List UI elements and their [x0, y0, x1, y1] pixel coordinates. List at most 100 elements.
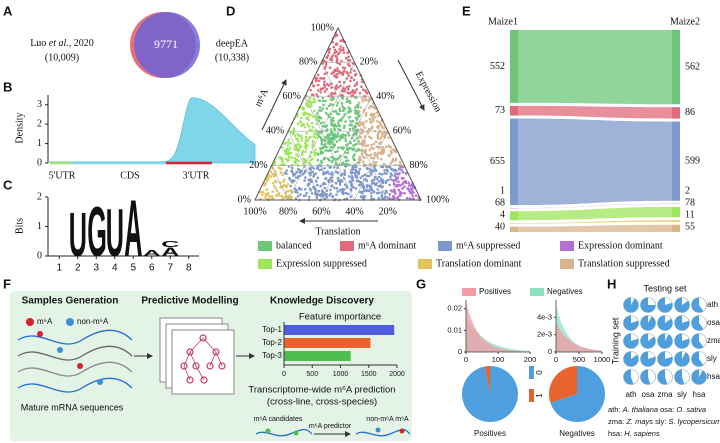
ternary-dot: [343, 171, 347, 175]
ternary-dot: [397, 188, 401, 192]
ternary-dot: [389, 178, 393, 181]
ternary-dot: [393, 168, 396, 172]
ternary-dot: [346, 91, 349, 94]
species-key: ath: A. thaliana osa: O. sativa: [608, 405, 706, 414]
y-axis-label: Bits: [14, 218, 25, 234]
legend-label: Positives: [479, 287, 511, 296]
ternary-dot: [398, 184, 402, 187]
ternary-dot: [375, 140, 378, 143]
column-label: zma: [657, 390, 673, 399]
ternary-dot: [353, 69, 356, 73]
right-tick-label: 20%: [360, 57, 378, 68]
species-code: zma:: [608, 417, 626, 426]
ternary-dot: [340, 59, 343, 63]
ternary-dot: [270, 195, 274, 198]
ternary-dot: [322, 145, 326, 149]
pie-score: [623, 315, 639, 331]
ternary-dot: [335, 104, 339, 107]
ternary-dot: [296, 154, 300, 158]
panel-label: G: [416, 276, 426, 291]
ternary-dot: [362, 186, 365, 190]
ternary-dot: [294, 148, 297, 151]
x-tick-label: 0: [464, 355, 468, 364]
ternary-dot: [389, 162, 393, 165]
ternary-dot: [389, 151, 393, 155]
ternary-dot: [320, 189, 324, 192]
legend-label: balanced: [276, 240, 312, 251]
ternary-dot: [402, 177, 405, 180]
ternary-dot: [345, 97, 349, 100]
ternary-dot: [338, 109, 342, 112]
candidate-dot: [293, 430, 299, 436]
ternary-dot: [316, 176, 320, 180]
prediction-subtitle: (cross-line, cross-species): [267, 397, 377, 408]
ternary-dot: [303, 160, 307, 164]
ternary-dot: [328, 142, 332, 146]
ternary-dot: [359, 106, 363, 109]
x-tick-label: 1500: [361, 371, 377, 378]
ternary-dot: [380, 193, 384, 197]
ternary-dot: [263, 182, 267, 185]
name-part: et al.: [49, 38, 69, 49]
ternary-dot: [355, 174, 359, 178]
ternary-dot: [279, 186, 283, 189]
ternary-dot: [339, 45, 343, 48]
ternary-dot: [372, 156, 375, 160]
ternary-dot: [373, 161, 376, 164]
ternary-dot: [322, 171, 326, 174]
ternary-dot: [350, 183, 353, 187]
pie-score: [674, 333, 690, 349]
ternary-dot: [354, 111, 357, 115]
ternary-dot: [366, 183, 369, 187]
flow: [518, 220, 672, 224]
y-tick-label: 3: [37, 99, 42, 110]
ternary-dot: [345, 156, 348, 159]
bar: [284, 351, 351, 361]
ternary-dot: [331, 103, 334, 107]
ternary-dot: [373, 153, 376, 157]
ternary-dot: [374, 183, 378, 186]
ternary-dot: [356, 103, 359, 107]
ternary-dot: [328, 133, 331, 137]
ternary-dot: [381, 179, 385, 182]
legend-swatch: [340, 241, 354, 251]
ternary-dot: [319, 184, 322, 188]
ternary-dot: [281, 146, 284, 149]
ternary-dot: [327, 51, 331, 54]
ternary-dot: [304, 169, 307, 173]
ternary-dot: [351, 119, 355, 123]
ternary-dot: [392, 194, 395, 198]
ternary-dot: [397, 180, 400, 184]
ternary-dot: [274, 179, 277, 183]
ternary-dot: [331, 146, 335, 150]
class-label: 0: [535, 370, 544, 375]
ternary-dot: [274, 194, 278, 198]
ternary-dot: [366, 131, 370, 135]
ternary-dot: [329, 140, 332, 143]
legend-label: Negatives: [547, 287, 583, 296]
ternary-dot: [354, 149, 358, 153]
pie-score: [623, 297, 639, 313]
ternary-dot: [338, 80, 341, 84]
logo-letter: A: [124, 183, 142, 273]
ternary-dot: [301, 108, 305, 111]
ternary-dot: [352, 155, 355, 158]
ternary-dot: [312, 84, 316, 88]
ternary-dot: [285, 189, 289, 193]
ternary-dot: [290, 163, 294, 167]
ternary-dot: [344, 163, 348, 166]
ternary-dot: [338, 124, 342, 128]
ternary-dot: [369, 156, 373, 160]
ternary-dot: [353, 124, 357, 128]
class-swatch: [529, 366, 534, 379]
ternary-dot: [331, 179, 334, 182]
ternary-dot: [365, 179, 369, 183]
ternary-dot: [296, 143, 299, 146]
x-tick-label: 0: [282, 371, 286, 378]
ternary-dot: [368, 117, 372, 121]
ternary-dot: [324, 99, 327, 103]
ternary-dot: [382, 148, 386, 151]
ternary-dot: [370, 143, 374, 147]
ternary-dot: [382, 126, 386, 130]
sankey-node: [672, 30, 680, 105]
